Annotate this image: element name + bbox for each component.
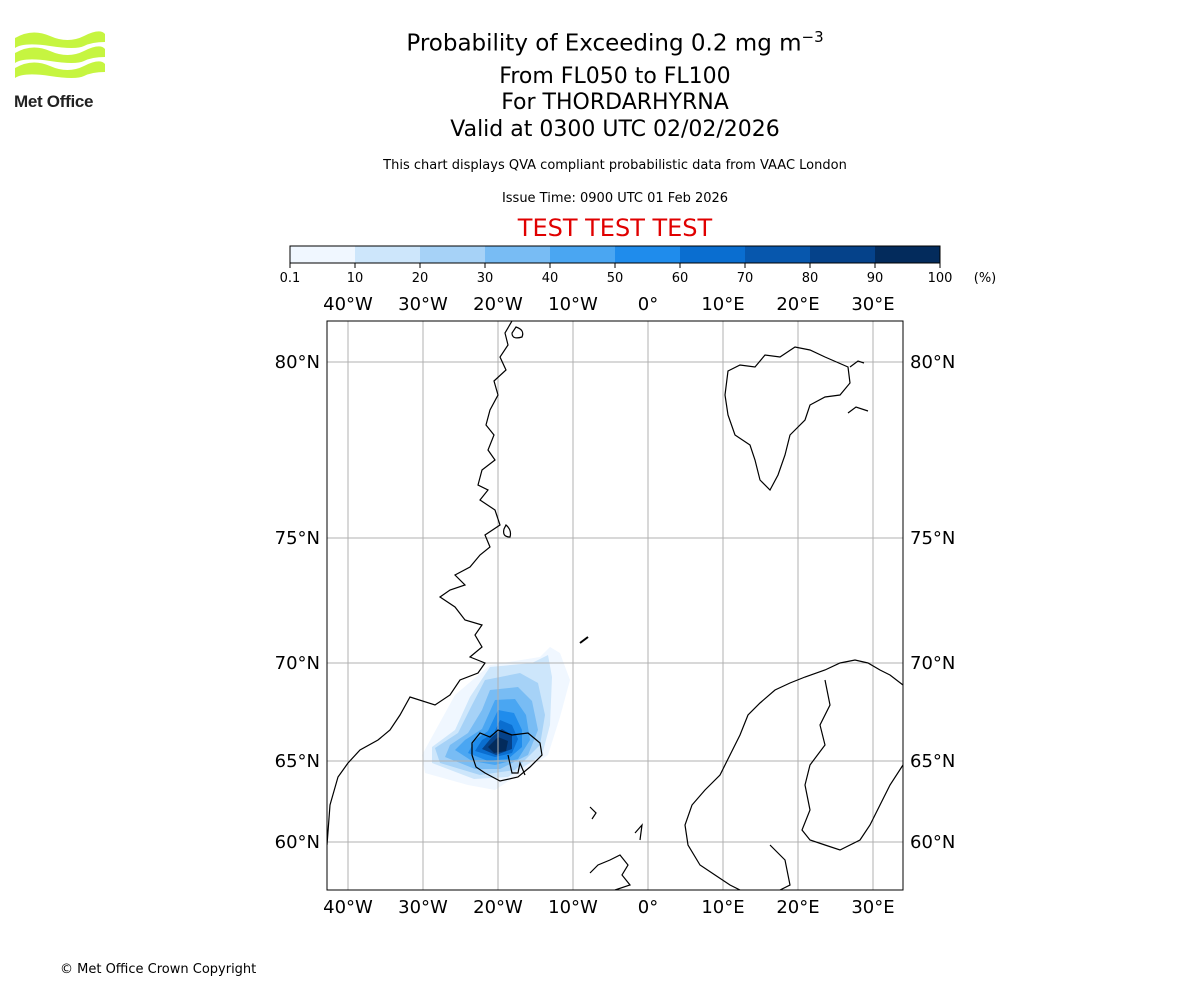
- greenland-coast: [327, 321, 513, 846]
- longitude-label: 40°W: [323, 897, 373, 918]
- colorbar-tick-label: 0.1: [280, 271, 301, 286]
- latitude-label: 60°N: [910, 832, 955, 853]
- svalbard-coast: [724, 346, 851, 491]
- colorbar: 0.1 10 20 30 40 50 60 70 80 90 100 (%): [280, 245, 997, 286]
- colorbar-tick-label: 50: [607, 271, 624, 286]
- longitude-label: 10°W: [548, 294, 598, 315]
- chart-title-main: Probability of Exceeding 0.2 mg m: [406, 30, 802, 57]
- chart-title: Probability of Exceeding 0.2 mg m−3: [0, 28, 1200, 57]
- coastlines: [327, 321, 903, 890]
- colorbar-cell: [290, 246, 356, 263]
- colorbar-cell: [745, 246, 811, 263]
- map-frame: [326, 320, 904, 891]
- colorbar-cell: [485, 246, 551, 263]
- latitude-label: 80°N: [910, 352, 955, 373]
- test-banner: TEST TEST TEST: [517, 214, 713, 242]
- longitude-label: 10°W: [548, 897, 598, 918]
- longitude-label: 20°W: [473, 897, 523, 918]
- latitude-label: 65°N: [910, 751, 955, 772]
- colorbar-cell: [355, 246, 421, 263]
- colorbar-tick-label: 90: [867, 271, 884, 286]
- colorbar-tick-label: 10: [347, 271, 364, 286]
- colorbar-cell: [875, 246, 941, 263]
- longitude-label: 40°W: [323, 294, 373, 315]
- longitude-label: 10°E: [701, 897, 744, 918]
- map-gridlines: [327, 321, 903, 890]
- colorbar-tick-label: 80: [802, 271, 819, 286]
- longitude-label: 30°E: [851, 294, 894, 315]
- colorbar-cell: [810, 246, 876, 263]
- latitude-label: 60°N: [275, 832, 320, 853]
- colorbar-tick-label: 70: [737, 271, 754, 286]
- latitude-label: 65°N: [275, 751, 320, 772]
- longitude-label: 20°E: [776, 897, 819, 918]
- colorbar-unit: (%): [974, 271, 997, 286]
- logo-text: Met Office: [14, 92, 94, 111]
- longitude-label: 20°W: [473, 294, 523, 315]
- colorbar-cell: [615, 246, 681, 263]
- colorbar-tick-label: 30: [477, 271, 494, 286]
- colorbar-cell: [680, 246, 746, 263]
- colorbar-cells: [290, 246, 941, 263]
- issue-time: Issue Time: 0900 UTC 01 Feb 2026: [501, 191, 729, 206]
- longitude-label: 30°W: [398, 897, 448, 918]
- colorbar-cell: [420, 246, 486, 263]
- colorbar-cell: [550, 246, 616, 263]
- map-panel: 40°W 30°W 20°W 10°W 0° 10°E 20°E 30°E 40°W 30°W 2…: [275, 294, 956, 918]
- longitude-label: 20°E: [776, 294, 819, 315]
- logo-waves-icon: [15, 31, 105, 78]
- colorbar-tick-label: 20: [412, 271, 429, 286]
- colorbar-tick-label: 40: [542, 271, 559, 286]
- colorbar-ticks: 0.1 10 20 30 40 50 60 70 80 90 100: [280, 263, 953, 286]
- latitude-label: 75°N: [910, 528, 955, 549]
- latitude-label: 70°N: [275, 653, 320, 674]
- ash-plume-probability: [422, 647, 570, 790]
- longitude-labels-top: 40°W 30°W 20°W 10°W 0° 10°E 20°E 30°E: [323, 294, 894, 315]
- latitude-label: 75°N: [275, 528, 320, 549]
- longitude-labels-bottom: 40°W 30°W 20°W 10°W 0° 10°E 20°E 30°E: [323, 897, 894, 918]
- longitude-label: 10°E: [701, 294, 744, 315]
- latitude-label: 70°N: [910, 653, 955, 674]
- longitude-label: 0°: [638, 294, 658, 315]
- chart-title-superscript: −3: [801, 28, 824, 46]
- map-background: [327, 321, 903, 890]
- scandinavia-coast: [684, 659, 903, 890]
- longitude-label: 30°E: [851, 897, 894, 918]
- finland-coast: [801, 679, 903, 851]
- met-office-logo: Met Office: [12, 28, 112, 118]
- latitude-label: 80°N: [275, 352, 320, 373]
- longitude-label: 0°: [638, 897, 658, 918]
- copyright-notice: © Met Office Crown Copyright: [60, 962, 257, 977]
- latitude-labels-right: 80°N 75°N 70°N 65°N 60°N: [910, 352, 955, 853]
- disclaimer-text: This chart displays QVA compliant probab…: [383, 158, 847, 173]
- latitude-labels-left: 80°N 75°N 70°N 65°N 60°N: [275, 352, 320, 853]
- valid-time: Valid at 0300 UTC 02/02/2026: [450, 117, 780, 142]
- colorbar-tick-label: 100: [928, 271, 953, 286]
- iceland-coast: [471, 729, 543, 782]
- colorbar-tick-label: 60: [672, 271, 689, 286]
- volcano-name: For THORDARHYRNA: [501, 90, 729, 115]
- flight-level-range: From FL050 to FL100: [499, 64, 731, 89]
- longitude-label: 30°W: [398, 294, 448, 315]
